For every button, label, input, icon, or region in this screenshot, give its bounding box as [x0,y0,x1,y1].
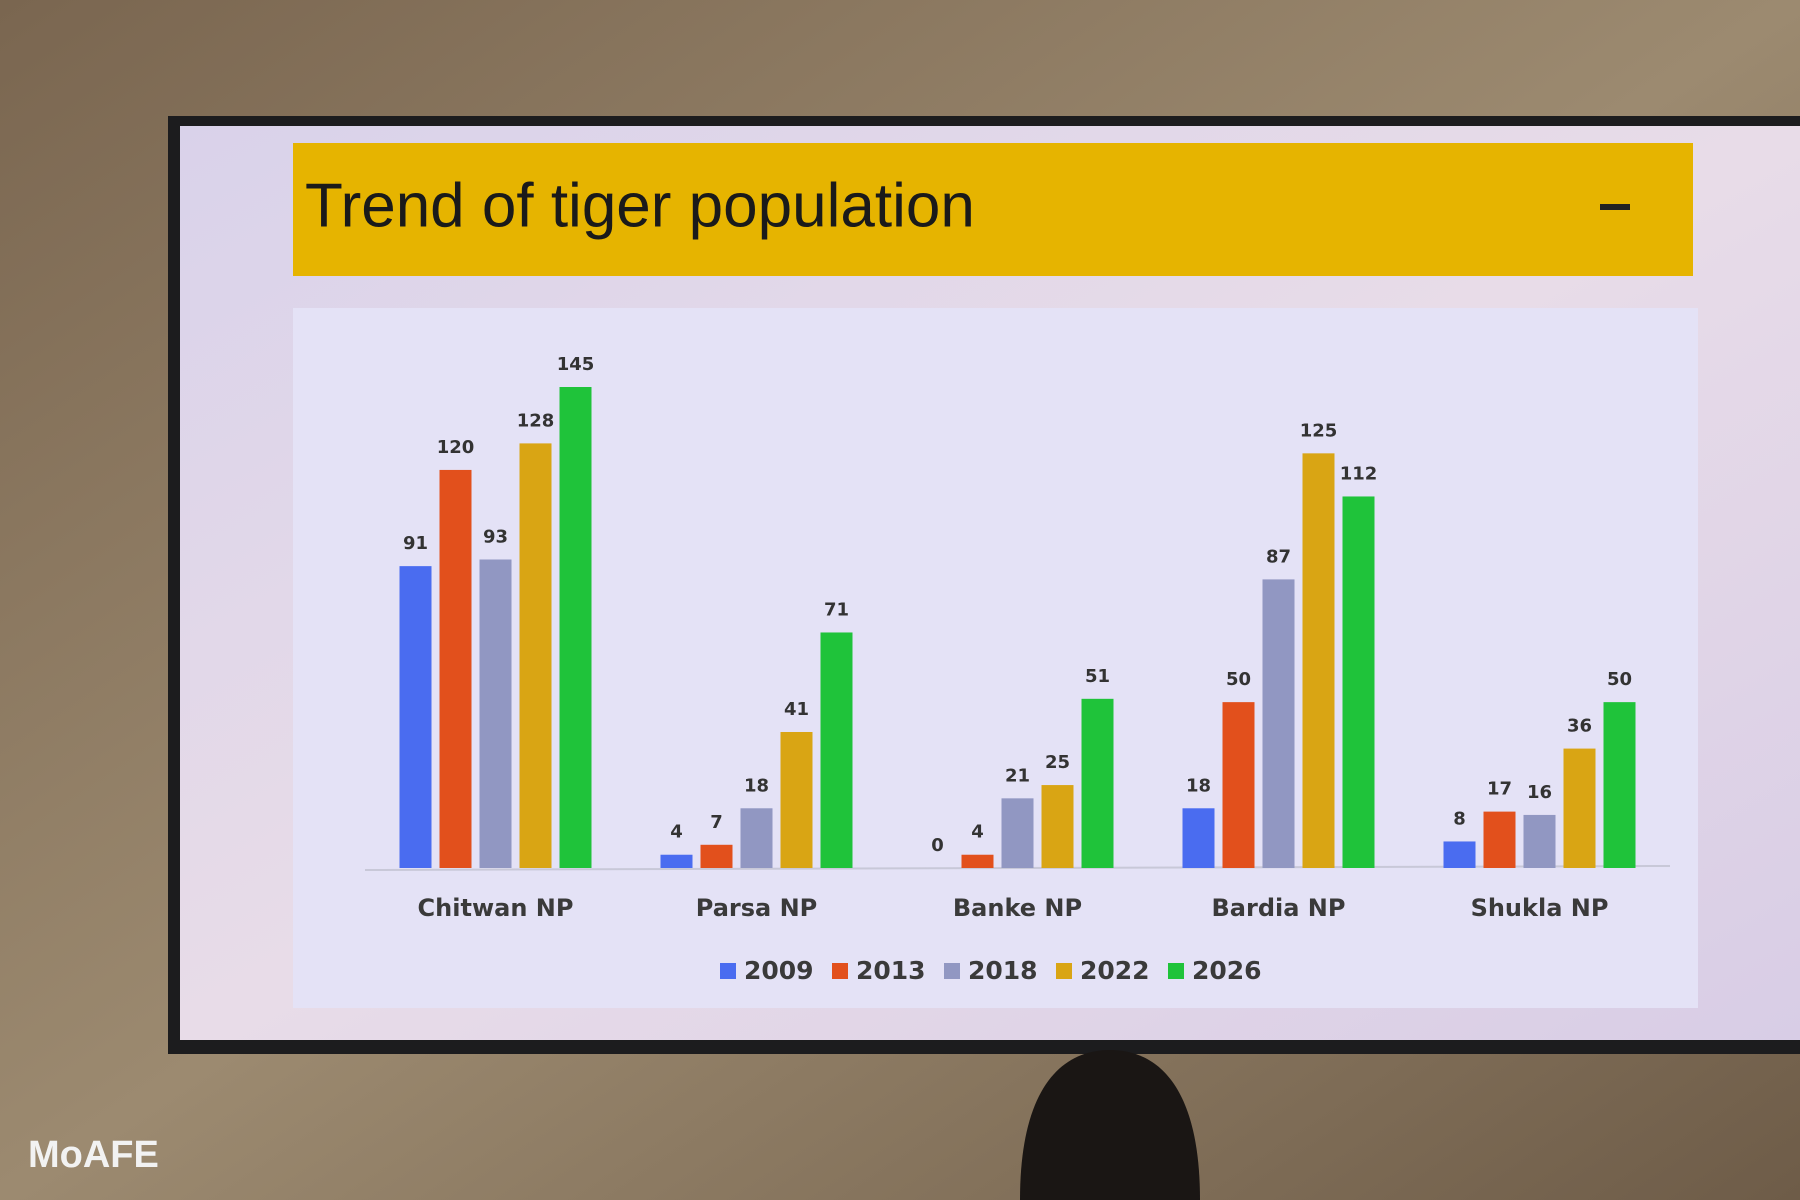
data-label: 16 [1527,782,1552,803]
data-label: 17 [1487,779,1512,800]
bar [1001,798,1034,868]
data-label: 21 [1005,765,1030,786]
data-label: 50 [1226,669,1251,690]
legend-swatch [720,963,736,979]
audience-head [1020,1050,1200,1200]
chart-title: Trend of tiger population [305,171,975,240]
bar [479,559,512,868]
x-tick-label: Chitwan NP [418,894,574,922]
data-label: 50 [1607,669,1632,690]
bar [1523,814,1556,868]
bar [439,469,472,868]
legend-swatch [832,963,848,979]
data-label: 7 [710,812,723,833]
bar [780,731,813,868]
bar [519,443,552,868]
data-label: 112 [1340,463,1378,484]
data-label: 8 [1453,808,1466,829]
data-label: 18 [744,775,769,796]
data-label: 18 [1186,775,1211,796]
x-tick-label: Bardia NP [1212,894,1346,922]
bar [660,854,693,868]
bar [1041,785,1074,868]
data-label: 128 [517,410,555,431]
data-label: 36 [1567,716,1592,737]
data-label: 4 [670,822,683,843]
bar [1483,811,1516,868]
bar [399,566,432,868]
data-label: 145 [557,354,595,375]
bar [1563,748,1596,868]
bar [820,632,853,868]
x-tick-label: Parsa NP [696,894,818,922]
bar [740,808,773,868]
x-tick-label: Shukla NP [1471,894,1609,922]
data-label: 91 [403,533,428,554]
legend-label: 2026 [1192,956,1262,985]
data-label: 41 [784,699,809,720]
x-tick-label: Banke NP [953,894,1082,922]
data-label: 51 [1085,666,1110,687]
data-label: 93 [483,526,508,547]
bar [1081,698,1114,868]
bar [1443,841,1476,868]
bar [559,387,592,868]
data-label: 87 [1266,546,1291,567]
data-label: 120 [437,437,475,458]
legend-label: 2022 [1080,956,1150,985]
data-label: 0 [931,835,944,856]
data-label: 71 [824,599,849,620]
data-label: 4 [971,822,984,843]
slide-mark [1600,204,1630,210]
bar [700,844,733,868]
bar [961,854,994,868]
legend-swatch [1056,963,1072,979]
title-bar [293,143,1693,276]
bar [1302,453,1335,868]
bar [1222,702,1255,868]
legend-swatch [1168,963,1184,979]
data-label: 125 [1300,420,1338,441]
chart: Chitwan NP 91 120 93 128 145 Parsa NP 4 7 18 41 71 B… [399,354,1636,985]
data-label: 25 [1045,752,1070,773]
bar [1603,702,1636,868]
bar [1342,496,1375,868]
legend-label: 2018 [968,956,1038,985]
bar [1182,808,1215,868]
legend-label: 2013 [856,956,926,985]
legend-swatch [944,963,960,979]
bar [1262,579,1295,868]
watermark: MoAFE [28,1134,159,1176]
legend-label: 2009 [744,956,814,985]
